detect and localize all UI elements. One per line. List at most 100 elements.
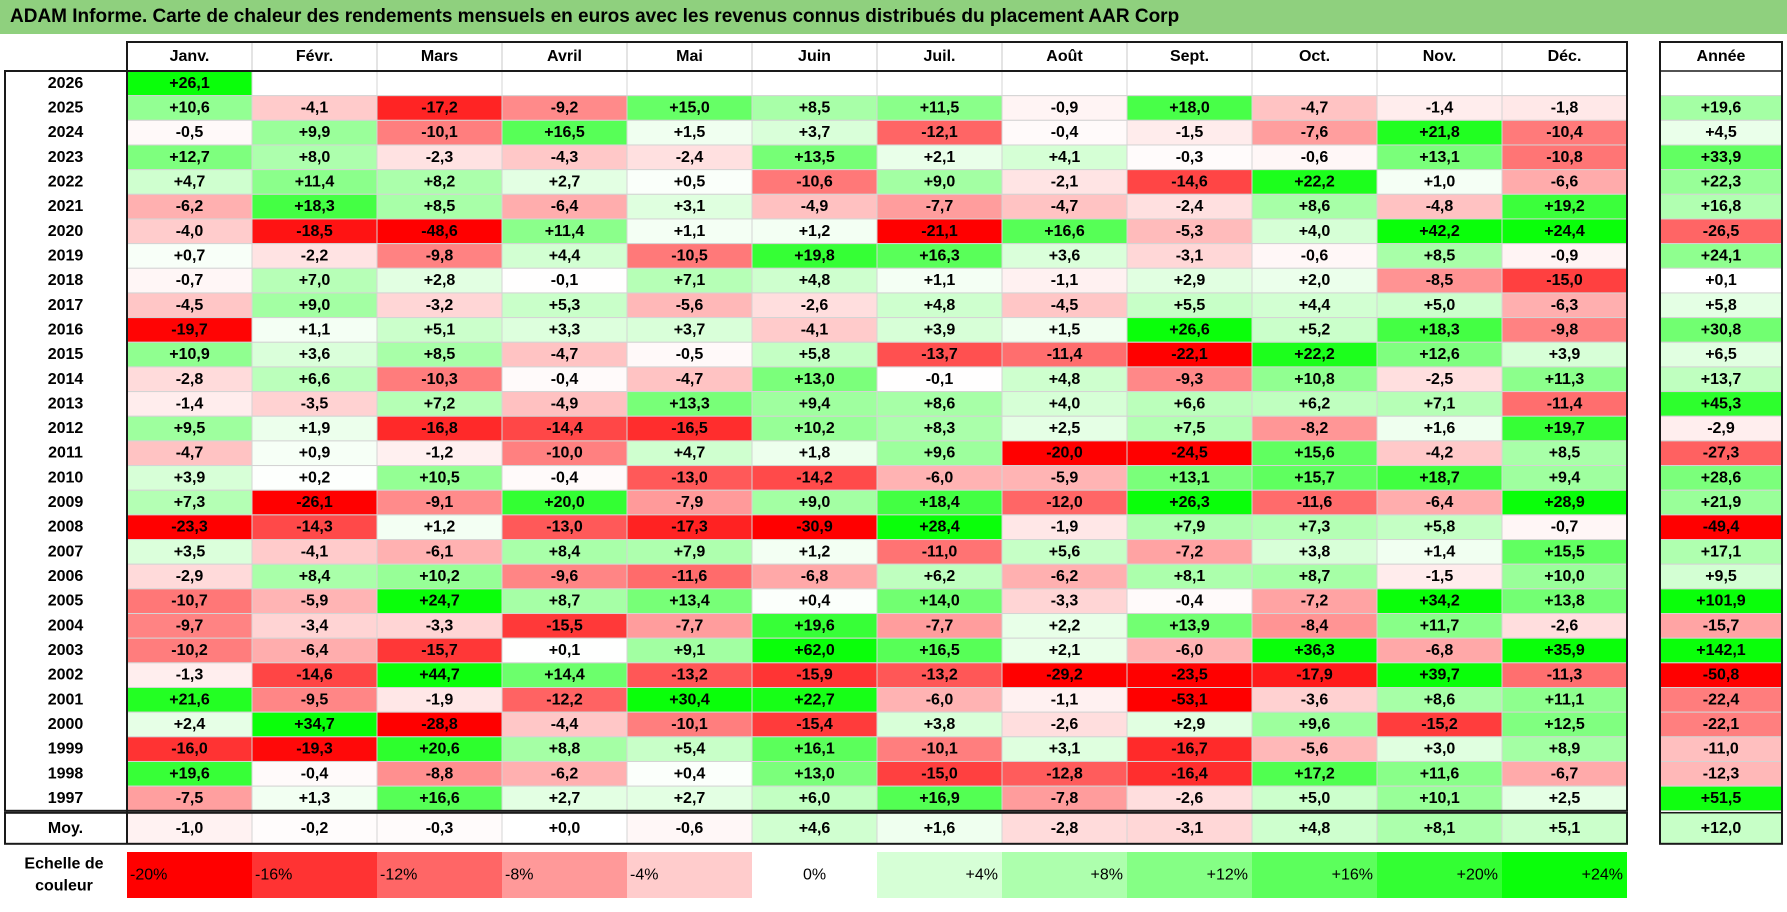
- heatmap-cell-value: -7,9: [676, 494, 704, 511]
- heatmap-cell-value: +20,6: [419, 741, 460, 758]
- heatmap-cell-value: -6,4: [301, 642, 329, 659]
- heatmap-cell-value: +12,6: [1419, 346, 1460, 363]
- heatmap-cell-value: +22,2: [1294, 173, 1335, 190]
- heatmap-cell-value: +2,2: [1049, 617, 1081, 634]
- annual-cell-value: +16,8: [1701, 198, 1742, 215]
- heatmap-cell-value: +18,4: [919, 494, 960, 511]
- annual-cell: [1659, 366, 1783, 393]
- heatmap-cell: [1001, 193, 1128, 220]
- scale-swatch: [627, 852, 752, 898]
- annual-cell: [1659, 539, 1783, 565]
- heatmap-cell-value: -11,3: [1547, 667, 1583, 684]
- average-cell: [1001, 812, 1128, 845]
- heatmap-cell: [376, 662, 503, 689]
- heatmap-cell: [251, 440, 378, 467]
- scale-label: Echelle de: [24, 856, 103, 873]
- heatmap-cell-value: +62,0: [794, 642, 835, 659]
- heatmap-cell-value: +5,4: [674, 741, 706, 758]
- heatmap-cell: [1126, 465, 1253, 491]
- heatmap-cell: [876, 119, 1003, 146]
- heatmap-cell-value: -0,1: [926, 371, 954, 388]
- heatmap-cell-value: +3,8: [1299, 543, 1331, 560]
- month-header-label: Août: [1046, 48, 1083, 65]
- heatmap-cell: [501, 415, 628, 442]
- heatmap-cell-value: +2,7: [674, 790, 706, 807]
- heatmap-cell-value: +0,4: [674, 765, 706, 782]
- heatmap-cell: [251, 243, 378, 269]
- month-header-cell: [126, 41, 253, 72]
- heatmap-cell-value: -26,1: [296, 494, 333, 511]
- heatmap-cell: [876, 785, 1003, 812]
- heatmap-cell-value: +16,6: [1044, 223, 1085, 240]
- heatmap-cell-value: +5,8: [1424, 519, 1456, 536]
- heatmap-cell-value: -3,6: [1301, 691, 1329, 708]
- heatmap-cell-value: -0,4: [301, 765, 329, 782]
- heatmap-cell: [376, 243, 503, 269]
- year-label: 2002: [48, 667, 84, 684]
- heatmap-cell: [626, 70, 753, 97]
- heatmap-cell: [1126, 489, 1253, 516]
- heatmap-cell-value: +8,5: [424, 198, 456, 215]
- heatmap-cell-value: -14,2: [796, 469, 833, 486]
- heatmap-cell-value: -2,4: [1176, 198, 1204, 215]
- heatmap-cell: [251, 489, 378, 516]
- heatmap-cell: [1251, 711, 1378, 738]
- heatmap-cell: [251, 711, 378, 738]
- heatmap-cell-value: -4,7: [176, 445, 204, 462]
- heatmap-cell: [1376, 366, 1503, 393]
- annual-cell: [1659, 415, 1783, 442]
- heatmap-cell: [1501, 341, 1628, 368]
- heatmap-cell: [1501, 267, 1628, 294]
- heatmap-cell-value: -7,8: [1051, 790, 1079, 807]
- heatmap-cell: [126, 243, 253, 269]
- heatmap-cell: [751, 588, 878, 615]
- heatmap-cell-value: -0,5: [676, 346, 704, 363]
- heatmap-cell: [251, 70, 378, 97]
- heatmap-cell: [751, 267, 878, 294]
- heatmap-cell-value: -15,9: [796, 667, 833, 684]
- heatmap-cell-value: +2,0: [1299, 272, 1331, 289]
- heatmap-cell-value: -6,2: [551, 765, 579, 782]
- heatmap-cell-value: +8,5: [1424, 247, 1456, 264]
- heatmap-cell: [251, 341, 378, 368]
- heatmap-cell-value: +9,6: [924, 445, 956, 462]
- heatmap-cell: [1126, 243, 1253, 269]
- heatmap-cell-value: +8,5: [424, 346, 456, 363]
- heatmap-cell-value: +8,5: [1549, 445, 1581, 462]
- year-label: 2015: [48, 346, 84, 363]
- heatmap-cell: [626, 588, 753, 615]
- heatmap-cell-value: +11,7: [1420, 617, 1460, 634]
- annual-cell-value: +28,6: [1701, 469, 1742, 486]
- heatmap-cell: [876, 391, 1003, 417]
- scale-swatch: [752, 852, 877, 898]
- heatmap-cell: [626, 637, 753, 664]
- heatmap-cell: [501, 70, 628, 97]
- heatmap-cell-value: +1,8: [799, 445, 831, 462]
- scale-swatch-label: +24%: [1582, 867, 1623, 884]
- year-label: 2019: [48, 247, 84, 264]
- heatmap-cell-value: +19,2: [1544, 198, 1585, 215]
- average-cell: [1376, 812, 1503, 845]
- heatmap-cell: [501, 539, 628, 565]
- heatmap-cell-value: -2,5: [1426, 371, 1454, 388]
- heatmap-cell: [1001, 440, 1128, 467]
- average-annual-value: +12,0: [1701, 820, 1742, 837]
- scale-swatch: [377, 852, 502, 898]
- heatmap-cell-value: +20,0: [544, 494, 585, 511]
- average-cell-value: +4,6: [799, 820, 831, 837]
- heatmap-cell: [126, 440, 253, 467]
- heatmap-cell-value: -9,7: [176, 617, 204, 634]
- heatmap-cell: [876, 317, 1003, 343]
- year-label: 2025: [48, 99, 84, 116]
- heatmap-cell-value: -5,9: [301, 593, 329, 610]
- heatmap-cell: [1251, 341, 1378, 368]
- heatmap-cell: [751, 440, 878, 467]
- heatmap-cell-value: -10,7: [171, 593, 208, 610]
- heatmap-cell-value: -16,5: [671, 420, 708, 437]
- heatmap-cell: [876, 144, 1003, 171]
- month-header-label: Mai: [676, 48, 703, 65]
- heatmap-cell-value: +42,2: [1419, 223, 1460, 240]
- annual-header-label: Année: [1697, 48, 1746, 65]
- heatmap-cell-value: -22,1: [1171, 346, 1208, 363]
- heatmap-cell-value: +4,8: [799, 272, 831, 289]
